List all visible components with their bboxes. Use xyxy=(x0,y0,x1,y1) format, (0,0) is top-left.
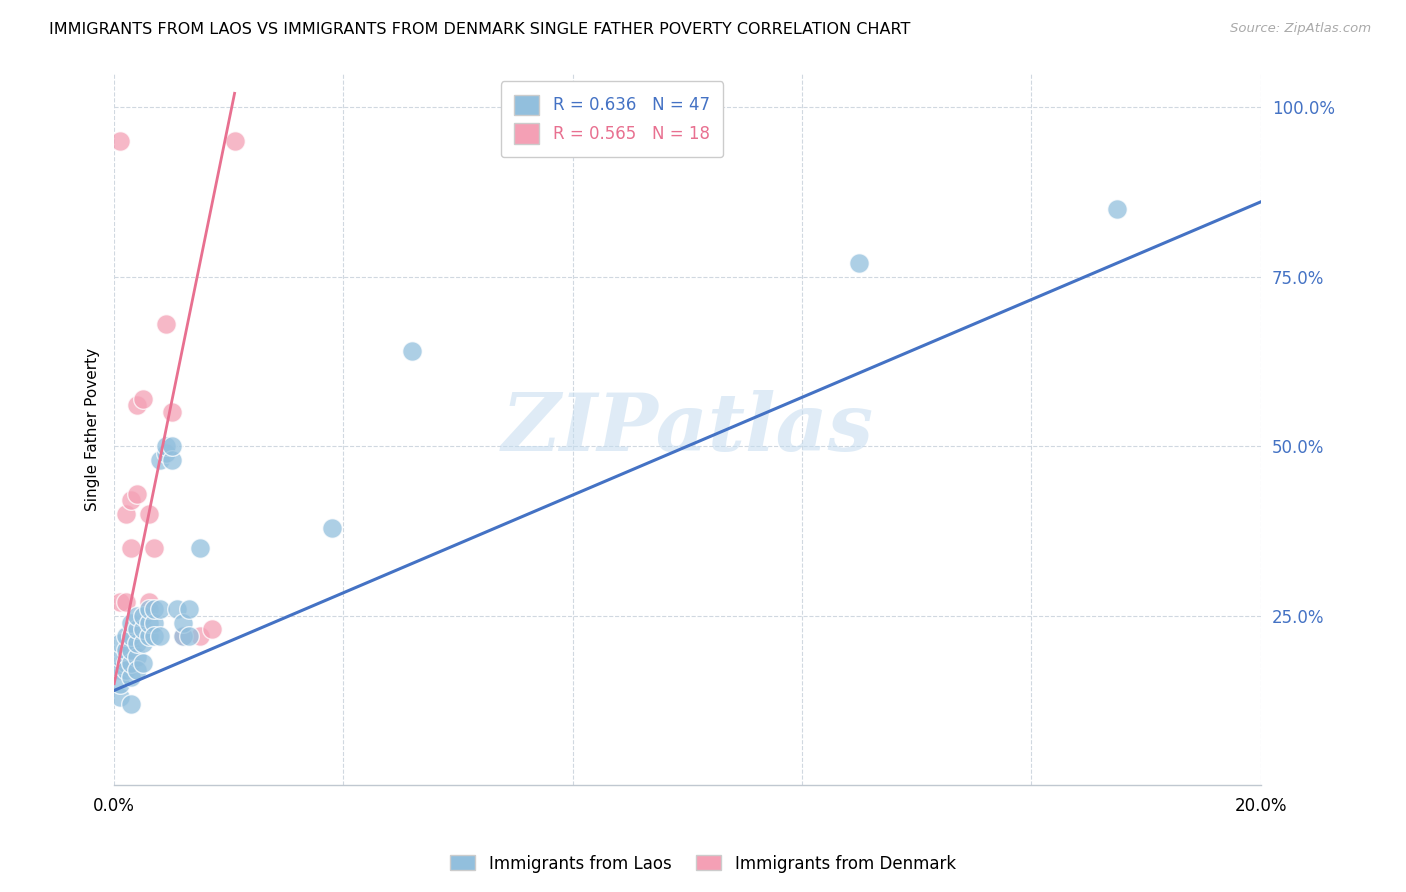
Point xyxy=(166,602,188,616)
Point xyxy=(138,615,160,630)
Point xyxy=(108,636,131,650)
Point xyxy=(177,602,200,616)
Point xyxy=(321,520,343,534)
Point xyxy=(120,697,142,711)
Legend: R = 0.636   N = 47, R = 0.565   N = 18: R = 0.636 N = 47, R = 0.565 N = 18 xyxy=(501,81,723,157)
Point xyxy=(172,629,194,643)
Point xyxy=(114,629,136,643)
Point xyxy=(177,629,200,643)
Point xyxy=(127,399,149,413)
Point xyxy=(114,663,136,677)
Point xyxy=(120,629,142,643)
Point xyxy=(132,636,155,650)
Point xyxy=(149,629,172,643)
Text: Source: ZipAtlas.com: Source: ZipAtlas.com xyxy=(1230,22,1371,36)
Point xyxy=(127,608,149,623)
Point xyxy=(108,649,131,664)
Point xyxy=(114,595,136,609)
Point xyxy=(155,446,177,460)
Point xyxy=(138,507,160,521)
Point xyxy=(108,595,131,609)
Point xyxy=(120,541,142,555)
Point xyxy=(138,595,160,609)
Point xyxy=(120,642,142,657)
Point xyxy=(132,392,155,406)
Point xyxy=(114,507,136,521)
Point xyxy=(132,608,155,623)
Point xyxy=(132,657,155,671)
Point xyxy=(143,629,166,643)
Point xyxy=(127,649,149,664)
Point xyxy=(138,602,160,616)
Point xyxy=(149,452,172,467)
Point xyxy=(108,676,131,690)
Point xyxy=(127,486,149,500)
Point xyxy=(149,602,172,616)
Point xyxy=(143,541,166,555)
Y-axis label: Single Father Poverty: Single Father Poverty xyxy=(86,348,100,511)
Point xyxy=(120,615,142,630)
Point xyxy=(172,629,194,643)
Point xyxy=(224,134,246,148)
Point xyxy=(155,439,177,453)
Point xyxy=(155,317,177,331)
Point xyxy=(188,629,211,643)
Point xyxy=(1107,202,1129,216)
Point xyxy=(114,642,136,657)
Text: ZIPatlas: ZIPatlas xyxy=(502,391,873,468)
Point xyxy=(127,663,149,677)
Point xyxy=(143,615,166,630)
Point xyxy=(143,602,166,616)
Point xyxy=(160,405,183,419)
Point xyxy=(401,344,423,359)
Point xyxy=(108,690,131,705)
Point xyxy=(138,629,160,643)
Point xyxy=(120,493,142,508)
Point xyxy=(108,134,131,148)
Point xyxy=(127,636,149,650)
Point xyxy=(127,623,149,637)
Point xyxy=(848,256,870,270)
Point xyxy=(201,623,224,637)
Point xyxy=(120,670,142,684)
Text: IMMIGRANTS FROM LAOS VS IMMIGRANTS FROM DENMARK SINGLE FATHER POVERTY CORRELATIO: IMMIGRANTS FROM LAOS VS IMMIGRANTS FROM … xyxy=(49,22,911,37)
Point xyxy=(114,657,136,671)
Point xyxy=(132,623,155,637)
Point xyxy=(160,452,183,467)
Point xyxy=(120,657,142,671)
Point xyxy=(172,615,194,630)
Point xyxy=(188,541,211,555)
Point xyxy=(160,439,183,453)
Point xyxy=(108,663,131,677)
Legend: Immigrants from Laos, Immigrants from Denmark: Immigrants from Laos, Immigrants from De… xyxy=(443,848,963,880)
